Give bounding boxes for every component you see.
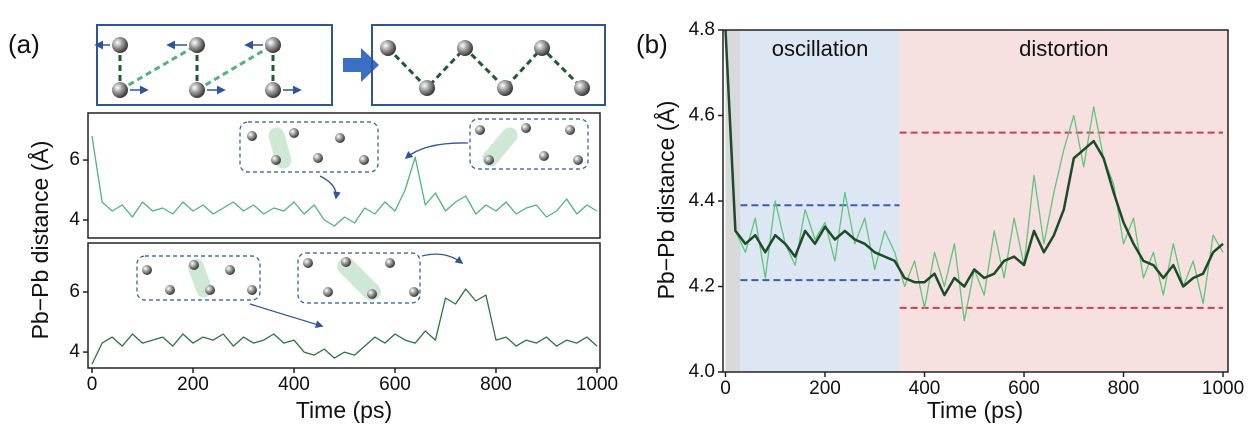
schematic [94,24,606,106]
y-tick-label: 4 [69,341,80,362]
x-tick-label: 200 [809,378,841,399]
x-axis-label: Time (ps) [927,397,1023,423]
x-tick-label: 200 [177,374,209,395]
x-tick-label: 600 [379,374,411,395]
region-label: distortion [1019,36,1108,61]
x-axis-label: Time (ps) [296,397,392,423]
region-label: oscillation [772,36,869,61]
y-tick-label: 6 [69,281,80,302]
x-tick-label: 1000 [1202,378,1244,399]
y-axis-label: Pb−Pb distance (Å) [652,101,679,300]
y-tick-label: 4.2 [689,276,715,297]
x-tick-label: 600 [1008,378,1040,399]
region [899,30,1228,372]
panel: 4 6 0 200 400 600 800 1000 Time (ps) [69,242,618,423]
data-line [91,288,598,365]
x-tick-label: 0 [87,374,98,395]
y-tick-label: 4.0 [689,361,715,382]
x-tick-label: 400 [909,378,941,399]
panel: ← slidingoscillationdistortion4.04.24.44… [636,19,1244,423]
y-tick-label: 4.4 [689,190,716,211]
x-tick-label: 1000 [576,374,618,395]
data-line [724,30,1224,297]
x-tick-label: 0 [720,378,731,399]
x-tick-label: 400 [278,374,310,395]
panel-label: (a) [8,29,40,59]
region [740,30,900,372]
plots: 4 6 (a) Pb−Pb distance (Å) 4 6 0 200 400 600 800 10… [8,19,1244,423]
panel-label: (b) [636,29,668,59]
y-axis-label: Pb−Pb distance (Å) [26,141,53,340]
y-tick-label: 4 [69,209,80,230]
x-tick-label: 800 [480,374,512,395]
x-tick-label: 800 [1108,378,1140,399]
y-tick-label: 4.6 [689,105,715,126]
plot-frame [87,242,601,369]
plot-frame [87,112,601,239]
data-line [91,136,598,227]
y-tick-label: 6 [69,149,80,170]
panel: 4 6 (a) Pb−Pb distance (Å) [8,29,601,340]
insets [136,118,589,328]
y-tick-label: 4.8 [689,19,715,40]
